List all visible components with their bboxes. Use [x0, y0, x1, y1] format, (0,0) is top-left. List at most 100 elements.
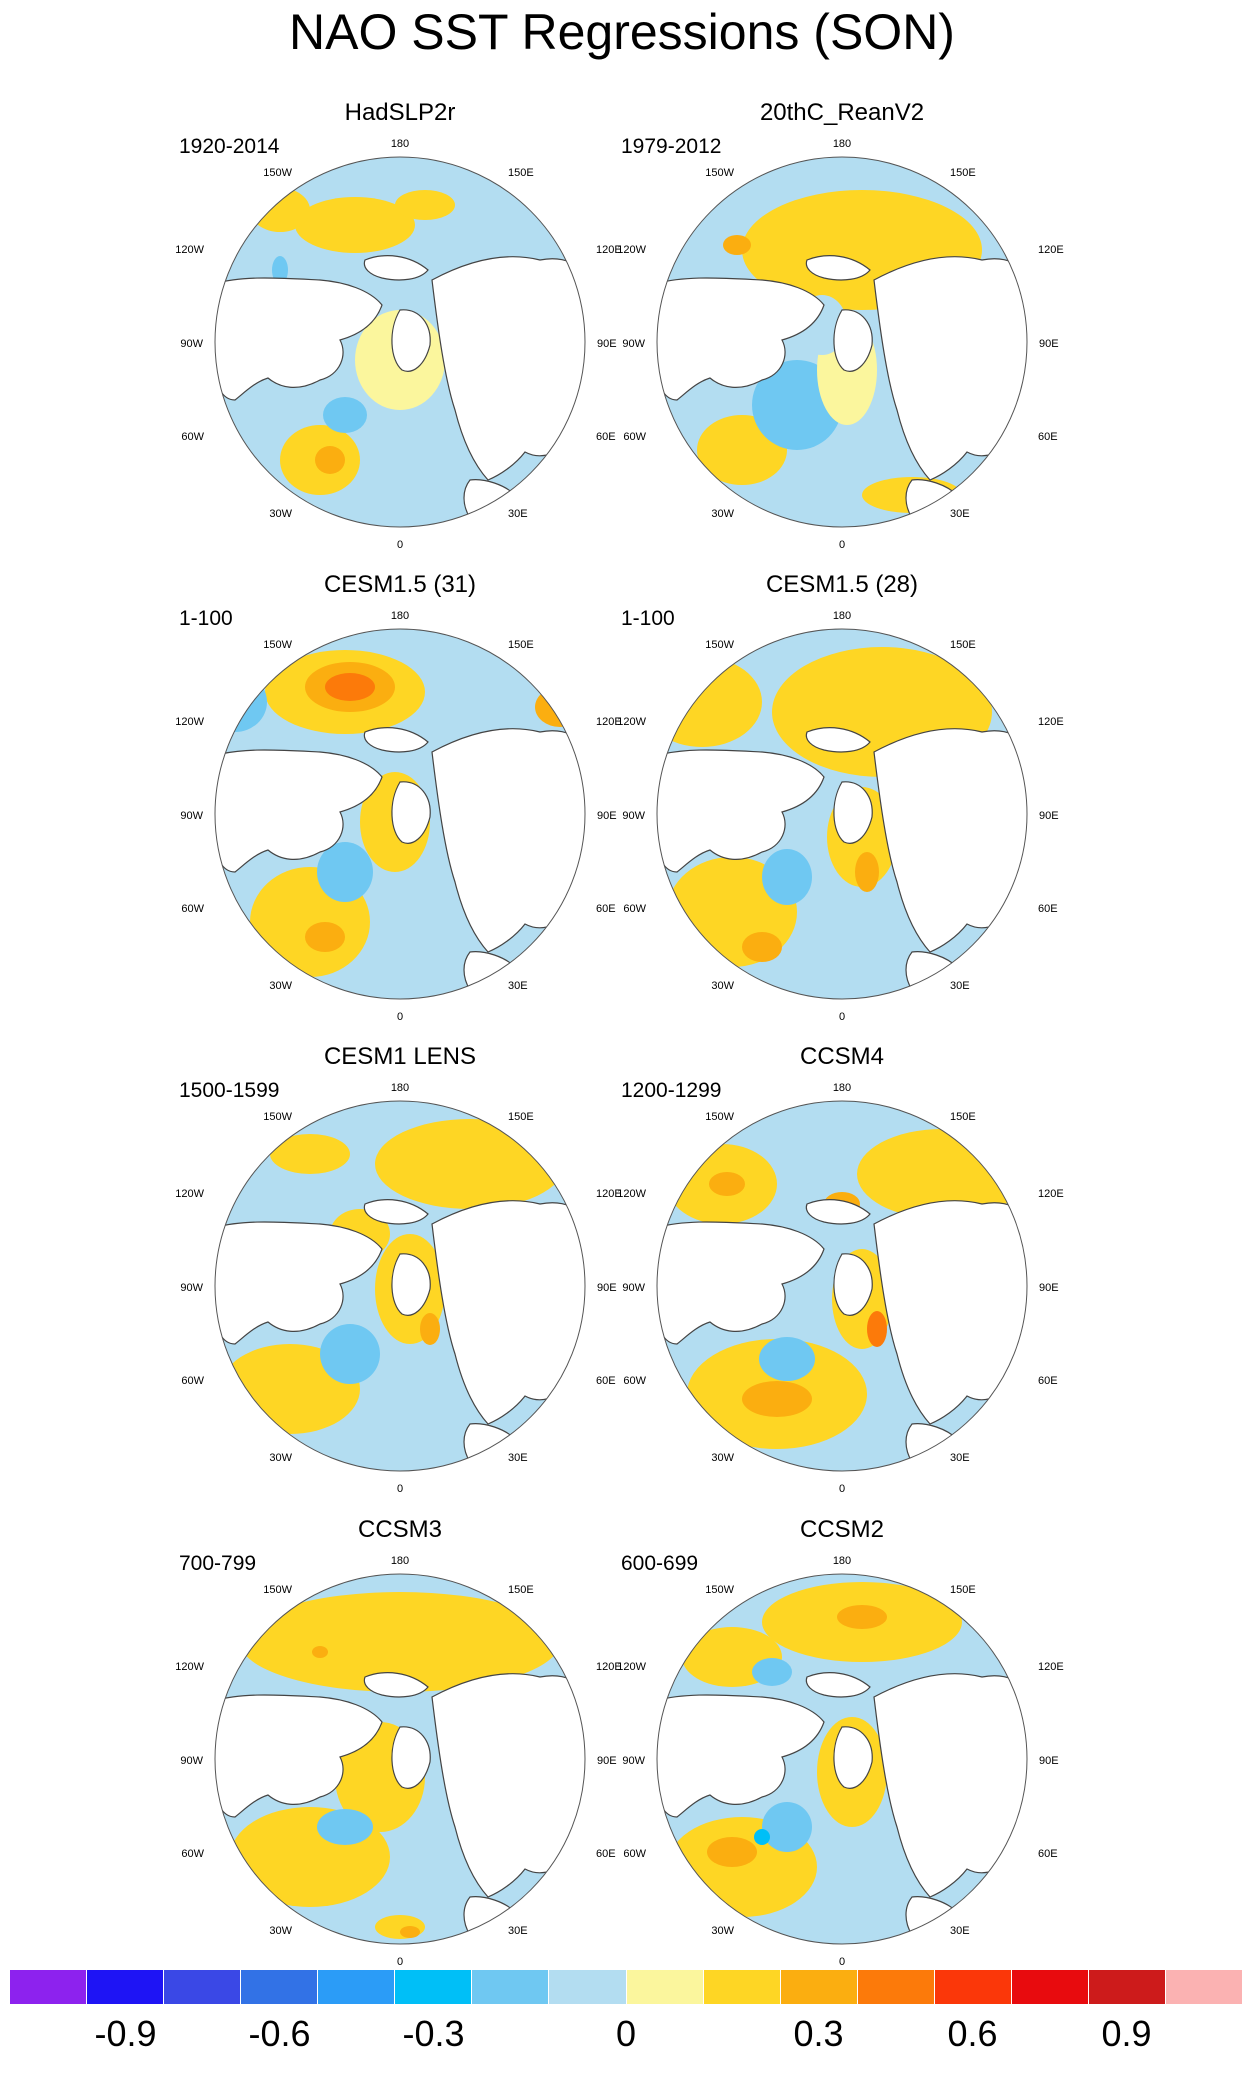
longitude-label: 30E	[950, 1452, 970, 1464]
longitude-label: 90W	[180, 338, 203, 350]
longitude-label: 60E	[596, 903, 616, 915]
longitude-label: 60E	[1038, 1848, 1058, 1860]
longitude-label: 150E	[508, 639, 534, 651]
longitude-label: 150W	[705, 167, 734, 179]
polar-map: 180 150W 150E 120W 120E 90W 90E 60W 60E 30W 30E 0	[175, 610, 622, 1023]
longitude-label: 180	[833, 1555, 851, 1567]
land-mass	[391, 1253, 431, 1316]
longitude-label: 60E	[1038, 1375, 1058, 1387]
longitude-label: 120E	[596, 1661, 622, 1673]
longitude-label: 180	[391, 610, 409, 622]
longitude-label: 30W	[711, 1452, 734, 1464]
colorbar-swatch	[549, 1970, 627, 2004]
sst-anomaly-region	[325, 673, 375, 701]
map-panel-cesm15-28: CESM1.5 (28) 1-100 180 150W 150E 120W 120E 90W 9…	[612, 570, 1072, 1040]
longitude-label: 30E	[508, 1925, 528, 1937]
colorbar-labels: -0.9 -0.6 -0.3 0 0.3 0.6 0.9	[10, 2012, 1242, 2062]
panel-year-range: 1920-2014	[179, 135, 280, 158]
figure-title: NAO SST Regressions (SON)	[289, 4, 955, 60]
longitude-label: 30E	[950, 1925, 970, 1937]
polar-map: 180 150W 150E 120W 120E 90W 90E 60W 60E 30W 30E 0	[617, 610, 1063, 1023]
longitude-label: 120E	[596, 716, 622, 728]
panel-title: CESM1 LENS	[323, 1043, 477, 1070]
land-mass	[833, 309, 873, 372]
sst-anomaly-region	[867, 1311, 887, 1347]
land-mass	[833, 1726, 873, 1789]
longitude-label: 150W	[263, 1584, 292, 1596]
longitude-label: 0	[397, 1483, 403, 1495]
sst-anomaly-region	[312, 1646, 328, 1658]
colorbar-swatch	[241, 1970, 319, 2004]
longitude-label: 150E	[508, 167, 534, 179]
longitude-label: 0	[839, 1011, 845, 1023]
colorbar-swatch	[1088, 1970, 1166, 2004]
longitude-label: 90E	[1039, 338, 1059, 350]
panel-title: CESM1.5 (28)	[765, 571, 919, 598]
sst-anomaly-region	[295, 197, 415, 253]
longitude-label: 0	[397, 539, 403, 551]
longitude-label: 150W	[705, 1584, 734, 1596]
longitude-label: 90E	[1039, 810, 1059, 822]
longitude-label: 180	[391, 1082, 409, 1094]
land-mass	[805, 1672, 871, 1698]
panel-year-range: 600-699	[621, 1552, 699, 1575]
sst-anomaly-region	[837, 1605, 887, 1629]
longitude-label: 30W	[711, 980, 734, 992]
longitude-label: 120W	[617, 1661, 646, 1673]
longitude-label: 30W	[711, 508, 734, 520]
panel-title: 20thC_ReanV2	[759, 99, 925, 126]
longitude-label: 60W	[623, 431, 646, 443]
longitude-label: 90E	[1039, 1282, 1059, 1294]
colorbar-swatch	[1011, 1970, 1089, 2004]
sst-anomaly-region	[855, 852, 879, 892]
sst-anomaly-region	[317, 842, 373, 902]
sst-anomaly-region	[305, 922, 345, 952]
land-mass	[833, 1253, 873, 1316]
map-boundary	[656, 156, 1028, 528]
longitude-label: 60E	[596, 1848, 616, 1860]
colorbar-tick-label: 0.6	[947, 2013, 998, 2054]
land-mass	[805, 1199, 871, 1225]
longitude-label: 60W	[623, 1848, 646, 1860]
map-boundary	[214, 156, 586, 528]
map-panel-ccsm4: CCSM4 1200-1299 180 150W 150E 120W 120E 90W 90E 6…	[612, 1042, 1072, 1512]
sst-anomaly-region	[270, 1134, 350, 1174]
colorbar-tick-label: -0.6	[248, 2013, 311, 2054]
longitude-label: 30W	[269, 1925, 292, 1937]
sst-anomaly-region	[759, 1337, 815, 1381]
sst-anomaly-region	[420, 1313, 440, 1345]
map-boundary	[214, 1100, 586, 1472]
longitude-label: 60W	[181, 1375, 204, 1387]
longitude-label: 90E	[1039, 1755, 1059, 1767]
map-panel-ccsm3: CCSM3 700-799 180 150W 150E 120W 120E 90W 90E 60W…	[170, 1515, 630, 1985]
longitude-label: 120W	[175, 1661, 204, 1673]
longitude-label: 120W	[617, 1188, 646, 1200]
longitude-label: 90E	[597, 338, 617, 350]
longitude-label: 150W	[263, 167, 292, 179]
colorbar	[10, 1970, 1242, 2004]
polar-map: 180 150W 150E 120W 120E 90W 90E 60W 60E 30W 30E 0	[617, 138, 1063, 551]
longitude-label: 30W	[269, 1452, 292, 1464]
longitude-label: 60W	[181, 431, 204, 443]
longitude-label: 120W	[617, 244, 646, 256]
longitude-label: 90W	[180, 810, 203, 822]
panel-title: CCSM2	[799, 1516, 884, 1543]
sst-anomaly-region	[375, 1119, 565, 1209]
sst-anomaly-region	[742, 932, 782, 962]
map-boundary	[214, 628, 586, 1000]
sst-anomaly-region	[762, 1802, 812, 1852]
land-mass	[363, 1199, 429, 1225]
land-mass	[363, 255, 429, 281]
longitude-label: 30W	[711, 1925, 734, 1937]
sst-anomaly-region	[762, 849, 812, 905]
panel-title: HadSLP2r	[344, 99, 456, 126]
longitude-label: 150W	[263, 639, 292, 651]
sst-anomaly-region	[395, 190, 455, 220]
longitude-label: 120W	[175, 244, 204, 256]
longitude-label: 150E	[508, 1584, 534, 1596]
longitude-label: 150W	[705, 639, 734, 651]
longitude-label: 150E	[950, 167, 976, 179]
polar-map: 180 150W 150E 120W 120E 90W 90E 60W 60E 30W 30E 0	[175, 1082, 621, 1495]
sst-anomaly-region	[742, 1381, 812, 1417]
longitude-label: 120W	[617, 716, 646, 728]
